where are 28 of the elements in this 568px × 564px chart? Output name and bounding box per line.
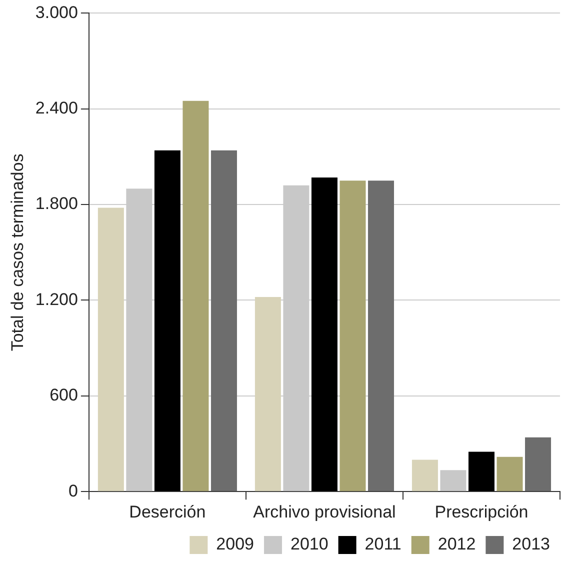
- y-tick-label: 600: [50, 386, 78, 405]
- y-axis-title: Total de casos terminados: [8, 154, 27, 352]
- legend-label: 2013: [512, 534, 550, 554]
- y-tick-label: 3.000: [35, 2, 78, 22]
- bar: [412, 460, 438, 492]
- bar: [368, 180, 394, 492]
- legend-label: 2009: [216, 534, 254, 554]
- bar: [440, 470, 466, 492]
- bar: [525, 437, 552, 492]
- legend-label: 2011: [364, 534, 402, 554]
- y-tick-label: 0: [68, 481, 78, 500]
- bar: [154, 150, 180, 492]
- bar: [311, 177, 338, 492]
- y-tick-label: 1.800: [35, 194, 78, 214]
- y-tick-label: 1.200: [35, 290, 78, 309]
- x-tick-label: Prescripción: [434, 502, 528, 522]
- bar: [340, 180, 366, 492]
- bar: [182, 100, 209, 492]
- bar: [98, 208, 124, 492]
- bar: [468, 452, 494, 492]
- bar: [210, 150, 237, 492]
- legend-label: 2012: [438, 534, 476, 554]
- bar: [254, 297, 281, 492]
- legend-label: 2010: [290, 534, 328, 554]
- x-tick-label: Archivo provisional: [253, 502, 396, 522]
- bar: [496, 456, 523, 492]
- y-tick-label: 2.400: [35, 98, 78, 118]
- x-tick-label: Deserción: [129, 502, 206, 522]
